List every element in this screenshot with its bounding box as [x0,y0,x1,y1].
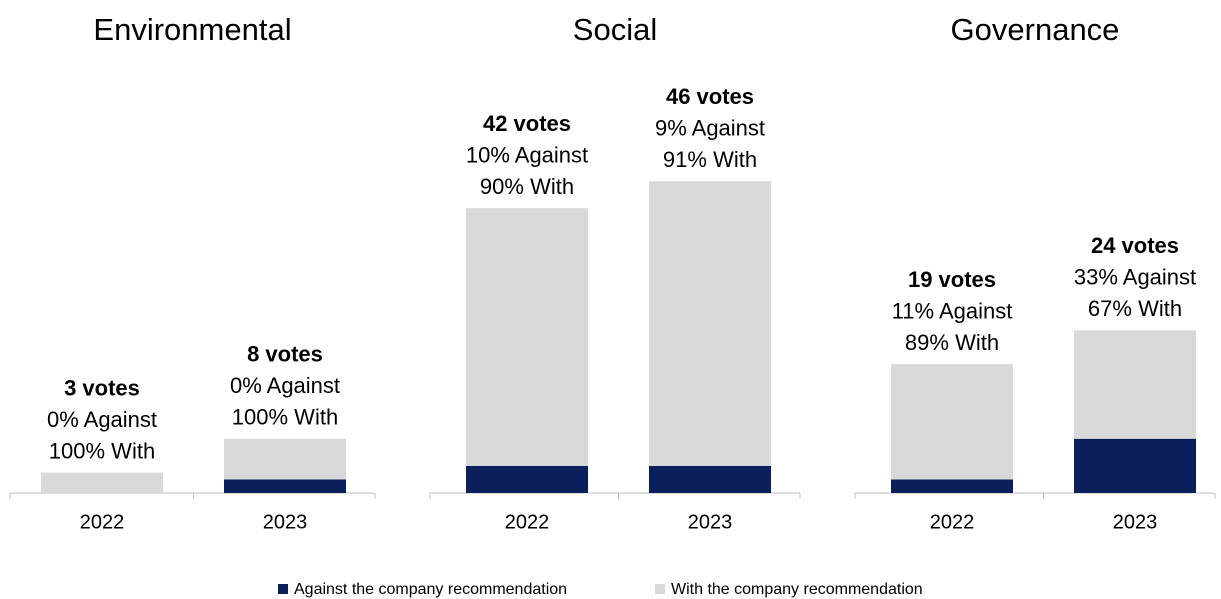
bar-annotation: 8 votes [247,342,323,367]
bar-segment [41,472,163,493]
bar-annotation: 90% With [480,174,574,199]
legend-swatch [655,584,665,594]
bar-annotation: 9% Against [655,115,765,140]
bar-segment [224,438,346,480]
bar-annotation: 11% Against [892,298,1013,323]
bar-annotation: 10% Against [466,143,588,168]
bar-annotation: 19 votes [908,267,996,292]
bar-segment [466,465,588,493]
x-tick-label: 2023 [1113,511,1158,533]
bar-annotation: 67% With [1088,296,1182,321]
bar-annotation: 100% With [49,438,155,463]
bar-segment [224,479,346,493]
bar-annotation: 100% With [232,405,338,430]
x-tick-label: 2023 [263,511,308,533]
bar-segment [1074,330,1196,439]
bar-annotation: 89% With [905,330,999,355]
bar-segment [891,479,1013,493]
bar-annotation: 33% Against [1074,265,1196,290]
bar-segment [649,181,771,466]
bar-segment [649,465,771,493]
bar-annotation: 24 votes [1091,233,1179,258]
bar-annotation: 42 votes [483,111,571,136]
x-tick-label: 2022 [930,511,975,533]
legend-label: With the company recommendation [671,581,923,598]
bar-annotation: 46 votes [666,84,754,109]
bar-segment [1074,438,1196,493]
x-tick-label: 2023 [688,511,733,533]
legend-label: Against the company recommendation [294,581,567,598]
x-tick-label: 2022 [80,511,125,533]
panel-title: Governance [951,12,1120,47]
panel-title: Social [573,12,657,47]
bar-segment [891,364,1013,480]
x-tick-label: 2022 [505,511,550,533]
bar-annotation: 91% With [663,147,757,172]
legend-swatch [278,584,288,594]
bar-segment [466,208,588,466]
panel-title: Environmental [93,12,291,47]
bar-annotation: 0% Against [230,373,340,398]
bar-annotation: 3 votes [64,375,140,400]
bar-annotation: 0% Against [47,407,157,432]
